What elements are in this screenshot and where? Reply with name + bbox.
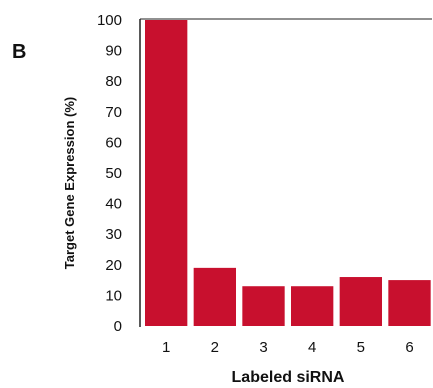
y-tick-label: 80 xyxy=(105,73,122,90)
y-tick-label: 30 xyxy=(105,226,122,243)
x-tick-label: 2 xyxy=(211,339,219,356)
y-tick-label: 100 xyxy=(97,12,122,29)
bar-3 xyxy=(242,286,285,326)
y-axis-title: Target Gene Expression (%) xyxy=(62,97,77,269)
y-tick-label: 60 xyxy=(105,134,122,151)
y-tick-label: 10 xyxy=(105,287,122,304)
x-tick-label: 6 xyxy=(405,339,413,356)
y-tick-label: 50 xyxy=(105,165,122,182)
y-tick-label: 90 xyxy=(105,43,122,60)
bar-4 xyxy=(291,286,334,326)
y-tick-label: 0 xyxy=(114,318,122,335)
bar-5 xyxy=(339,277,383,326)
y-tick-label: 20 xyxy=(105,257,122,274)
y-tick-label: 40 xyxy=(105,196,122,213)
y-tick-labels: 0 10 20 30 40 50 60 70 80 90 100 xyxy=(97,12,122,335)
bars xyxy=(145,20,431,326)
x-tick-label: 1 xyxy=(162,339,170,356)
panel-label: B xyxy=(12,41,26,63)
x-tick-label: 4 xyxy=(308,339,316,356)
bar-2 xyxy=(193,267,237,326)
x-axis-title: Labeled siRNA xyxy=(232,369,345,386)
x-tick-label: 5 xyxy=(357,339,365,356)
bar-6 xyxy=(388,280,431,326)
x-tick-label: 3 xyxy=(259,339,267,356)
x-tick-labels: 1 2 3 4 5 6 xyxy=(162,339,414,356)
bar-1 xyxy=(145,20,188,326)
y-tick-label: 70 xyxy=(105,104,122,121)
